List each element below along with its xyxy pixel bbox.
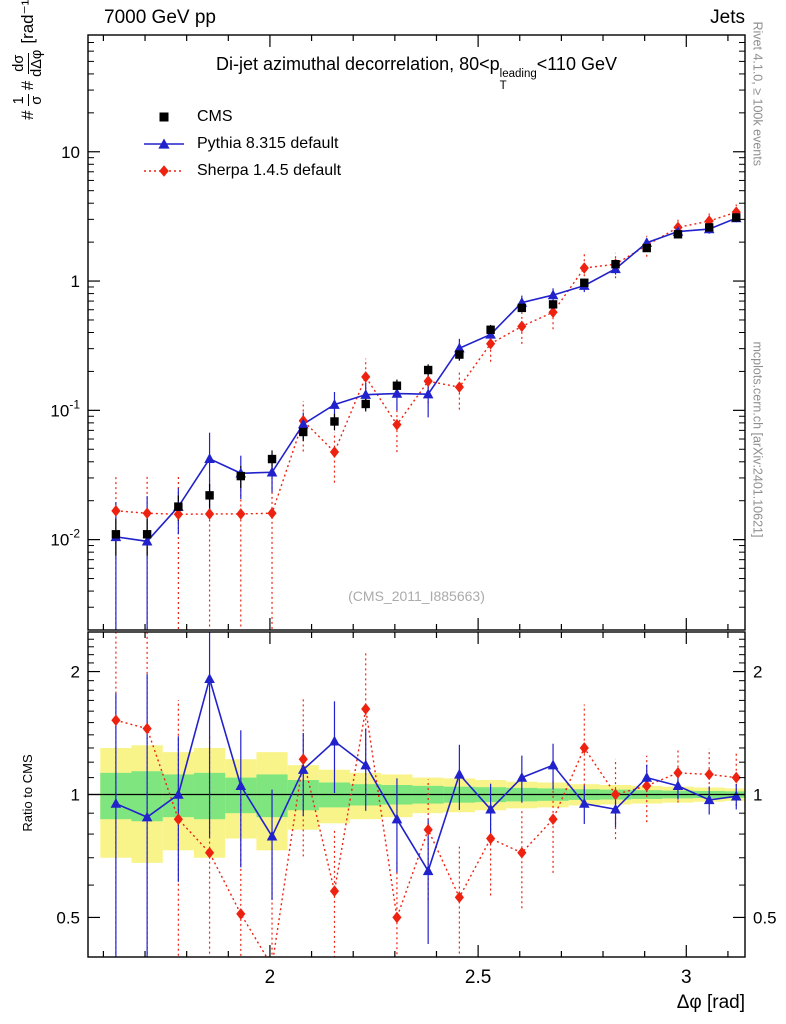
svg-text:2: 2 — [265, 967, 276, 988]
title-pre: Di-jet azimuthal decorrelation, 80<p — [216, 54, 500, 74]
mcplots-arxiv-note: mcplots.cern.ch [arXiv:2401.10621] — [750, 341, 765, 538]
sherpa-diamond-marker-icon — [144, 164, 184, 177]
svg-text:2.5: 2.5 — [465, 967, 491, 988]
analysis-id-watermark: (CMS_2011_I885663) — [348, 588, 485, 604]
legend: CMS Pythia 8.315 default Sherpa 1.4.5 de… — [142, 103, 341, 184]
pt-sub-sup: leading T — [500, 68, 537, 92]
svg-text:1: 1 — [71, 786, 80, 805]
svg-text:10: 10 — [61, 143, 80, 162]
legend-label-sherpa: Sherpa 1.4.5 default — [197, 161, 342, 179]
title-subscript: T — [499, 80, 507, 93]
legend-item-cms: CMS — [142, 103, 341, 130]
legend-label-pythia: Pythia 8.315 default — [197, 134, 339, 152]
ylabel-fraction-2: dσ dΔφ — [10, 49, 45, 77]
ratio-y-axis-label: Ratio to CMS — [20, 754, 35, 832]
ylabel-hash-1: # — [18, 110, 37, 120]
ylabel-den-1: σ — [28, 95, 45, 105]
svg-text:10-2: 10-2 — [50, 527, 80, 550]
svg-text:0.5: 0.5 — [753, 908, 777, 927]
svg-text:1: 1 — [71, 272, 80, 291]
svg-text:3: 3 — [681, 967, 692, 988]
legend-item-pythia: Pythia 8.315 default — [142, 130, 341, 157]
rivet-version-note: Rivet 4.1.0, ≥ 100k events — [750, 21, 765, 166]
x-axis-label: Δφ [rad] — [676, 992, 745, 1013]
process-label: Jets — [710, 7, 745, 28]
svg-text:10-1: 10-1 — [50, 397, 80, 420]
beam-energy-label: 7000 GeV pp — [104, 7, 216, 28]
title-post: <110 GeV — [536, 54, 617, 74]
svg-text:1: 1 — [753, 786, 762, 805]
ylabel-hash-2: # — [18, 80, 37, 91]
svg-text:2: 2 — [753, 663, 762, 682]
svg-text:2: 2 — [71, 663, 80, 682]
cms-square-marker-icon — [159, 112, 169, 121]
legend-label-cms: CMS — [197, 107, 233, 125]
plot-title: Di-jet azimuthal decorrelation, 80<p lead… — [88, 54, 745, 92]
ylabel-num-2: dσ — [10, 52, 29, 74]
pythia-triangle-marker-icon — [144, 138, 184, 149]
ylabel-unit: [rad⁻¹] — [18, 0, 37, 44]
title-superscript: leading — [499, 68, 537, 80]
ylabel-num-1: 1 — [10, 94, 29, 107]
ylabel-den-2: dΔφ — [28, 49, 45, 77]
legend-item-sherpa: Sherpa 1.4.5 default — [142, 157, 341, 184]
svg-text:0.5: 0.5 — [56, 908, 80, 927]
